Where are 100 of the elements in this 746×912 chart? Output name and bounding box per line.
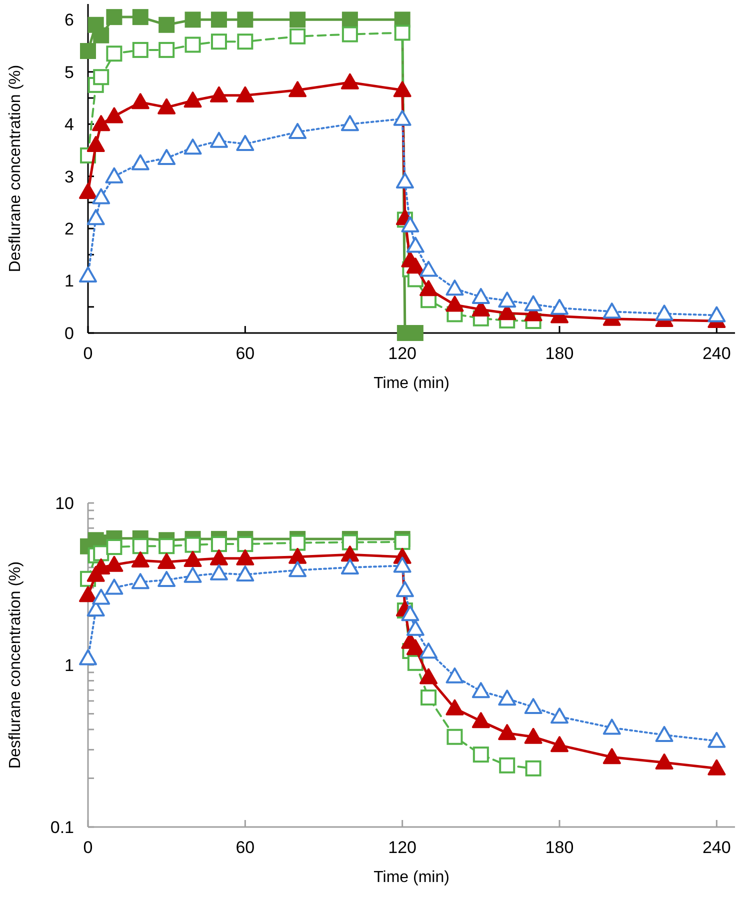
point — [340, 73, 359, 90]
x-axis-title: Time (min) — [374, 869, 450, 886]
point — [158, 42, 175, 58]
point — [498, 690, 516, 706]
x-tick-label: 240 — [702, 344, 731, 363]
point — [472, 746, 489, 763]
point — [132, 9, 148, 26]
point — [158, 570, 176, 587]
point — [550, 736, 568, 752]
point — [184, 36, 201, 53]
x-tick-label: 240 — [702, 838, 731, 857]
point — [446, 699, 464, 716]
y-axis-title: Desflurane concentration (%) — [7, 64, 24, 272]
point — [184, 92, 202, 108]
point — [396, 172, 414, 189]
y-tick-label: 6 — [64, 10, 74, 30]
point — [655, 754, 674, 770]
point — [92, 588, 110, 605]
point — [105, 578, 124, 595]
point — [550, 298, 568, 315]
point — [210, 12, 227, 28]
x-tick-label: 120 — [388, 344, 417, 363]
point — [158, 16, 175, 33]
point — [158, 538, 175, 554]
point — [340, 546, 359, 562]
x-tick-label: 0 — [83, 838, 93, 857]
x-axis-title: Time (min) — [374, 375, 450, 392]
point — [131, 551, 150, 568]
point — [210, 549, 228, 566]
point — [602, 748, 621, 764]
point — [499, 757, 516, 774]
point — [184, 550, 202, 567]
point — [602, 302, 621, 319]
point — [158, 98, 176, 114]
point — [106, 46, 122, 62]
point — [92, 115, 110, 132]
x-tick-label: 180 — [545, 344, 574, 363]
x-tick-label: 180 — [545, 838, 574, 857]
point — [290, 28, 306, 44]
x-tick-label: 120 — [388, 838, 417, 857]
y-tick-label: 0 — [64, 324, 74, 343]
point — [79, 266, 97, 283]
y-tick-label: 10 — [55, 494, 74, 513]
point — [406, 639, 424, 656]
point — [340, 115, 359, 132]
point — [131, 573, 150, 590]
y-axis-title: Desflurane concentration (%) — [7, 561, 24, 769]
point — [79, 183, 97, 199]
point — [401, 605, 420, 622]
point — [210, 34, 227, 50]
point — [708, 306, 726, 322]
point — [105, 167, 124, 184]
point — [406, 236, 424, 253]
point — [184, 536, 201, 553]
point — [288, 561, 307, 578]
point — [472, 682, 490, 698]
y-tick-label: 1 — [64, 656, 74, 675]
y-tick-label: 3 — [64, 167, 74, 186]
point — [394, 534, 410, 550]
y-tick-label: 1 — [64, 272, 74, 291]
point — [158, 149, 176, 166]
point — [498, 724, 516, 740]
point — [79, 649, 97, 666]
point — [446, 728, 463, 745]
point — [342, 26, 358, 42]
point — [210, 132, 228, 148]
point — [472, 288, 490, 304]
point — [236, 565, 254, 582]
point — [524, 728, 542, 744]
point — [93, 27, 110, 44]
point — [420, 690, 437, 706]
point — [80, 43, 96, 59]
point — [446, 667, 464, 684]
point — [210, 564, 228, 580]
point — [550, 708, 568, 724]
point — [131, 154, 150, 170]
point — [393, 556, 412, 573]
point — [524, 295, 542, 312]
point — [406, 620, 424, 636]
point — [105, 107, 124, 124]
x-tick-label: 60 — [236, 344, 255, 363]
y-tick-label: 5 — [64, 62, 74, 82]
point — [420, 642, 438, 659]
point — [342, 534, 358, 550]
point — [394, 24, 410, 41]
point — [401, 216, 420, 232]
point — [237, 34, 254, 50]
point — [420, 280, 438, 296]
point — [342, 12, 358, 28]
point — [288, 81, 307, 98]
point — [288, 122, 307, 139]
point — [525, 760, 542, 776]
point — [105, 556, 124, 572]
point — [406, 258, 424, 274]
y-tick-label: 0.1 — [50, 818, 74, 837]
point — [236, 549, 254, 566]
point — [210, 536, 227, 552]
point — [131, 93, 150, 110]
y-tick-label: 4 — [64, 115, 74, 134]
point — [106, 539, 122, 556]
